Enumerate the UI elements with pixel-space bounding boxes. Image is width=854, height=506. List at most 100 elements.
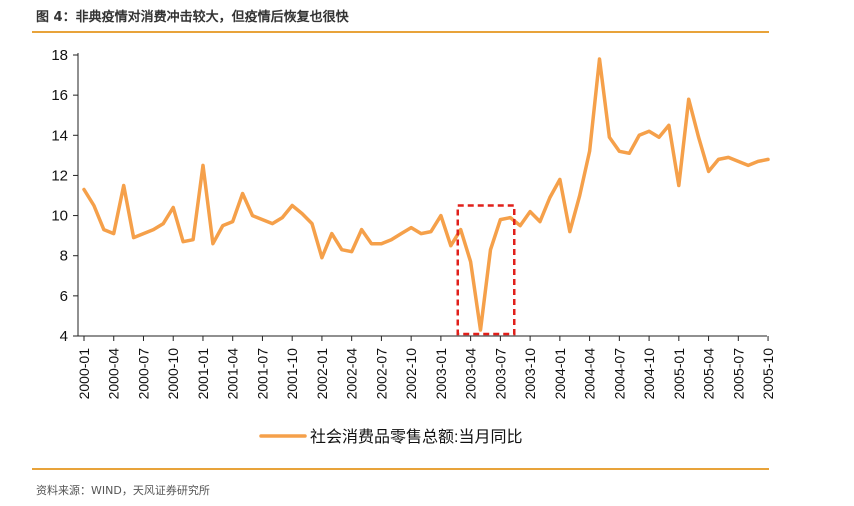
data-point: [231, 220, 234, 223]
x-tick-label: 2003-07: [492, 348, 508, 400]
x-tick-label: 2004-10: [641, 348, 657, 400]
series-layer: [82, 57, 770, 332]
y-tick-label: 12: [51, 167, 68, 184]
data-point: [241, 192, 244, 195]
figure-title: 图 4：非典疫情对消费冲击较大，但疫情后恢复也很快: [36, 10, 349, 25]
data-point: [727, 156, 730, 159]
x-tick-label: 2001-10: [284, 348, 300, 400]
data-point: [400, 232, 403, 235]
data-point: [618, 150, 621, 153]
data-point: [162, 222, 165, 225]
data-point: [608, 136, 611, 139]
data-point: [380, 242, 383, 245]
data-point: [668, 124, 670, 127]
data-point: [261, 218, 264, 221]
data-point: [697, 136, 700, 139]
highlight-layer: [456, 204, 516, 336]
source-note: 资料来源：WIND，天风证券研究所: [36, 484, 210, 497]
data-point: [529, 210, 531, 213]
top-rule: [32, 31, 769, 33]
data-point: [192, 238, 194, 241]
data-point: [430, 230, 432, 233]
data-point: [132, 236, 135, 239]
data-point: [410, 226, 412, 229]
data-point: [559, 178, 561, 181]
data-point: [360, 228, 363, 231]
legend: 社会消费品零售总额:当月同比: [259, 428, 522, 446]
data-point: [340, 248, 343, 251]
data-point: [370, 242, 373, 245]
data-point: [420, 232, 422, 235]
data-point: [291, 204, 293, 207]
data-point: [301, 212, 303, 215]
x-tick-label: 2000-01: [76, 348, 92, 400]
highlight-box: [456, 204, 516, 336]
x-tick-label: 2003-04: [463, 348, 479, 400]
x-tick-label: 2003-10: [522, 348, 538, 400]
data-point: [707, 170, 710, 173]
data-point: [628, 152, 631, 155]
data-point: [588, 150, 591, 153]
x-tick-label: 2004-04: [582, 348, 598, 400]
x-tick-label: 2002-07: [373, 348, 389, 400]
y-tick-label: 6: [60, 288, 68, 305]
data-point: [152, 228, 155, 231]
data-point: [717, 158, 720, 161]
data-point: [568, 230, 571, 233]
bottom-rule: [32, 468, 769, 470]
data-point: [281, 216, 284, 219]
data-point: [509, 216, 512, 219]
y-axis: 4 6 8 10 12 14 16 18: [51, 47, 79, 345]
data-point: [450, 244, 452, 247]
data-point: [271, 222, 274, 225]
data-point: [122, 184, 125, 187]
x-tick-label: 2005-07: [730, 348, 746, 400]
x-tick-label: 2005-10: [760, 348, 776, 400]
series-line: [82, 57, 770, 332]
data-point: [251, 214, 254, 217]
data-point: [221, 224, 224, 227]
x-tick-label: 2004-07: [611, 348, 627, 400]
data-point: [648, 130, 650, 133]
data-point: [142, 232, 145, 235]
data-point: [658, 136, 660, 139]
data-point: [757, 160, 759, 163]
data-point: [687, 98, 690, 100]
x-tick-label: 2000-10: [165, 348, 181, 400]
x-tick-label: 2005-04: [701, 348, 717, 400]
x-axis: 2000-01 2000-04 2000-07 2000-10 2001-01 2001-…: [76, 335, 776, 400]
x-tick-label: 2001-04: [225, 348, 241, 400]
x-tick-label: 2005-01: [671, 348, 687, 400]
data-point: [311, 222, 313, 225]
data-point: [459, 228, 462, 231]
x-tick-label: 2004-01: [552, 348, 568, 400]
x-tick-label: 2002-10: [403, 348, 419, 400]
data-point: [321, 256, 323, 259]
data-point: [499, 218, 502, 221]
y-tick-label: 8: [60, 248, 68, 265]
x-tick-label: 2001-07: [254, 348, 270, 400]
data-point: [737, 160, 740, 163]
y-tick-label: 4: [60, 328, 68, 345]
data-point: [469, 260, 472, 263]
data-point: [747, 164, 750, 167]
data-point: [539, 220, 541, 223]
data-point: [440, 214, 442, 217]
legend-label: 社会消费品零售总额:当月同比: [310, 428, 522, 446]
x-tick-label: 2003-01: [433, 348, 449, 400]
data-point: [479, 329, 482, 331]
data-point: [767, 158, 769, 161]
x-tick-label: 2002-01: [314, 348, 330, 400]
data-point: [549, 196, 551, 199]
data-point: [182, 240, 184, 243]
data-point: [578, 194, 581, 197]
data-point: [598, 58, 601, 60]
y-tick-label: 14: [51, 127, 68, 144]
data-point: [112, 232, 115, 235]
data-point: [519, 224, 522, 227]
data-point: [202, 164, 204, 167]
data-point: [93, 204, 95, 207]
data-point: [678, 184, 680, 187]
data-point: [489, 248, 492, 251]
